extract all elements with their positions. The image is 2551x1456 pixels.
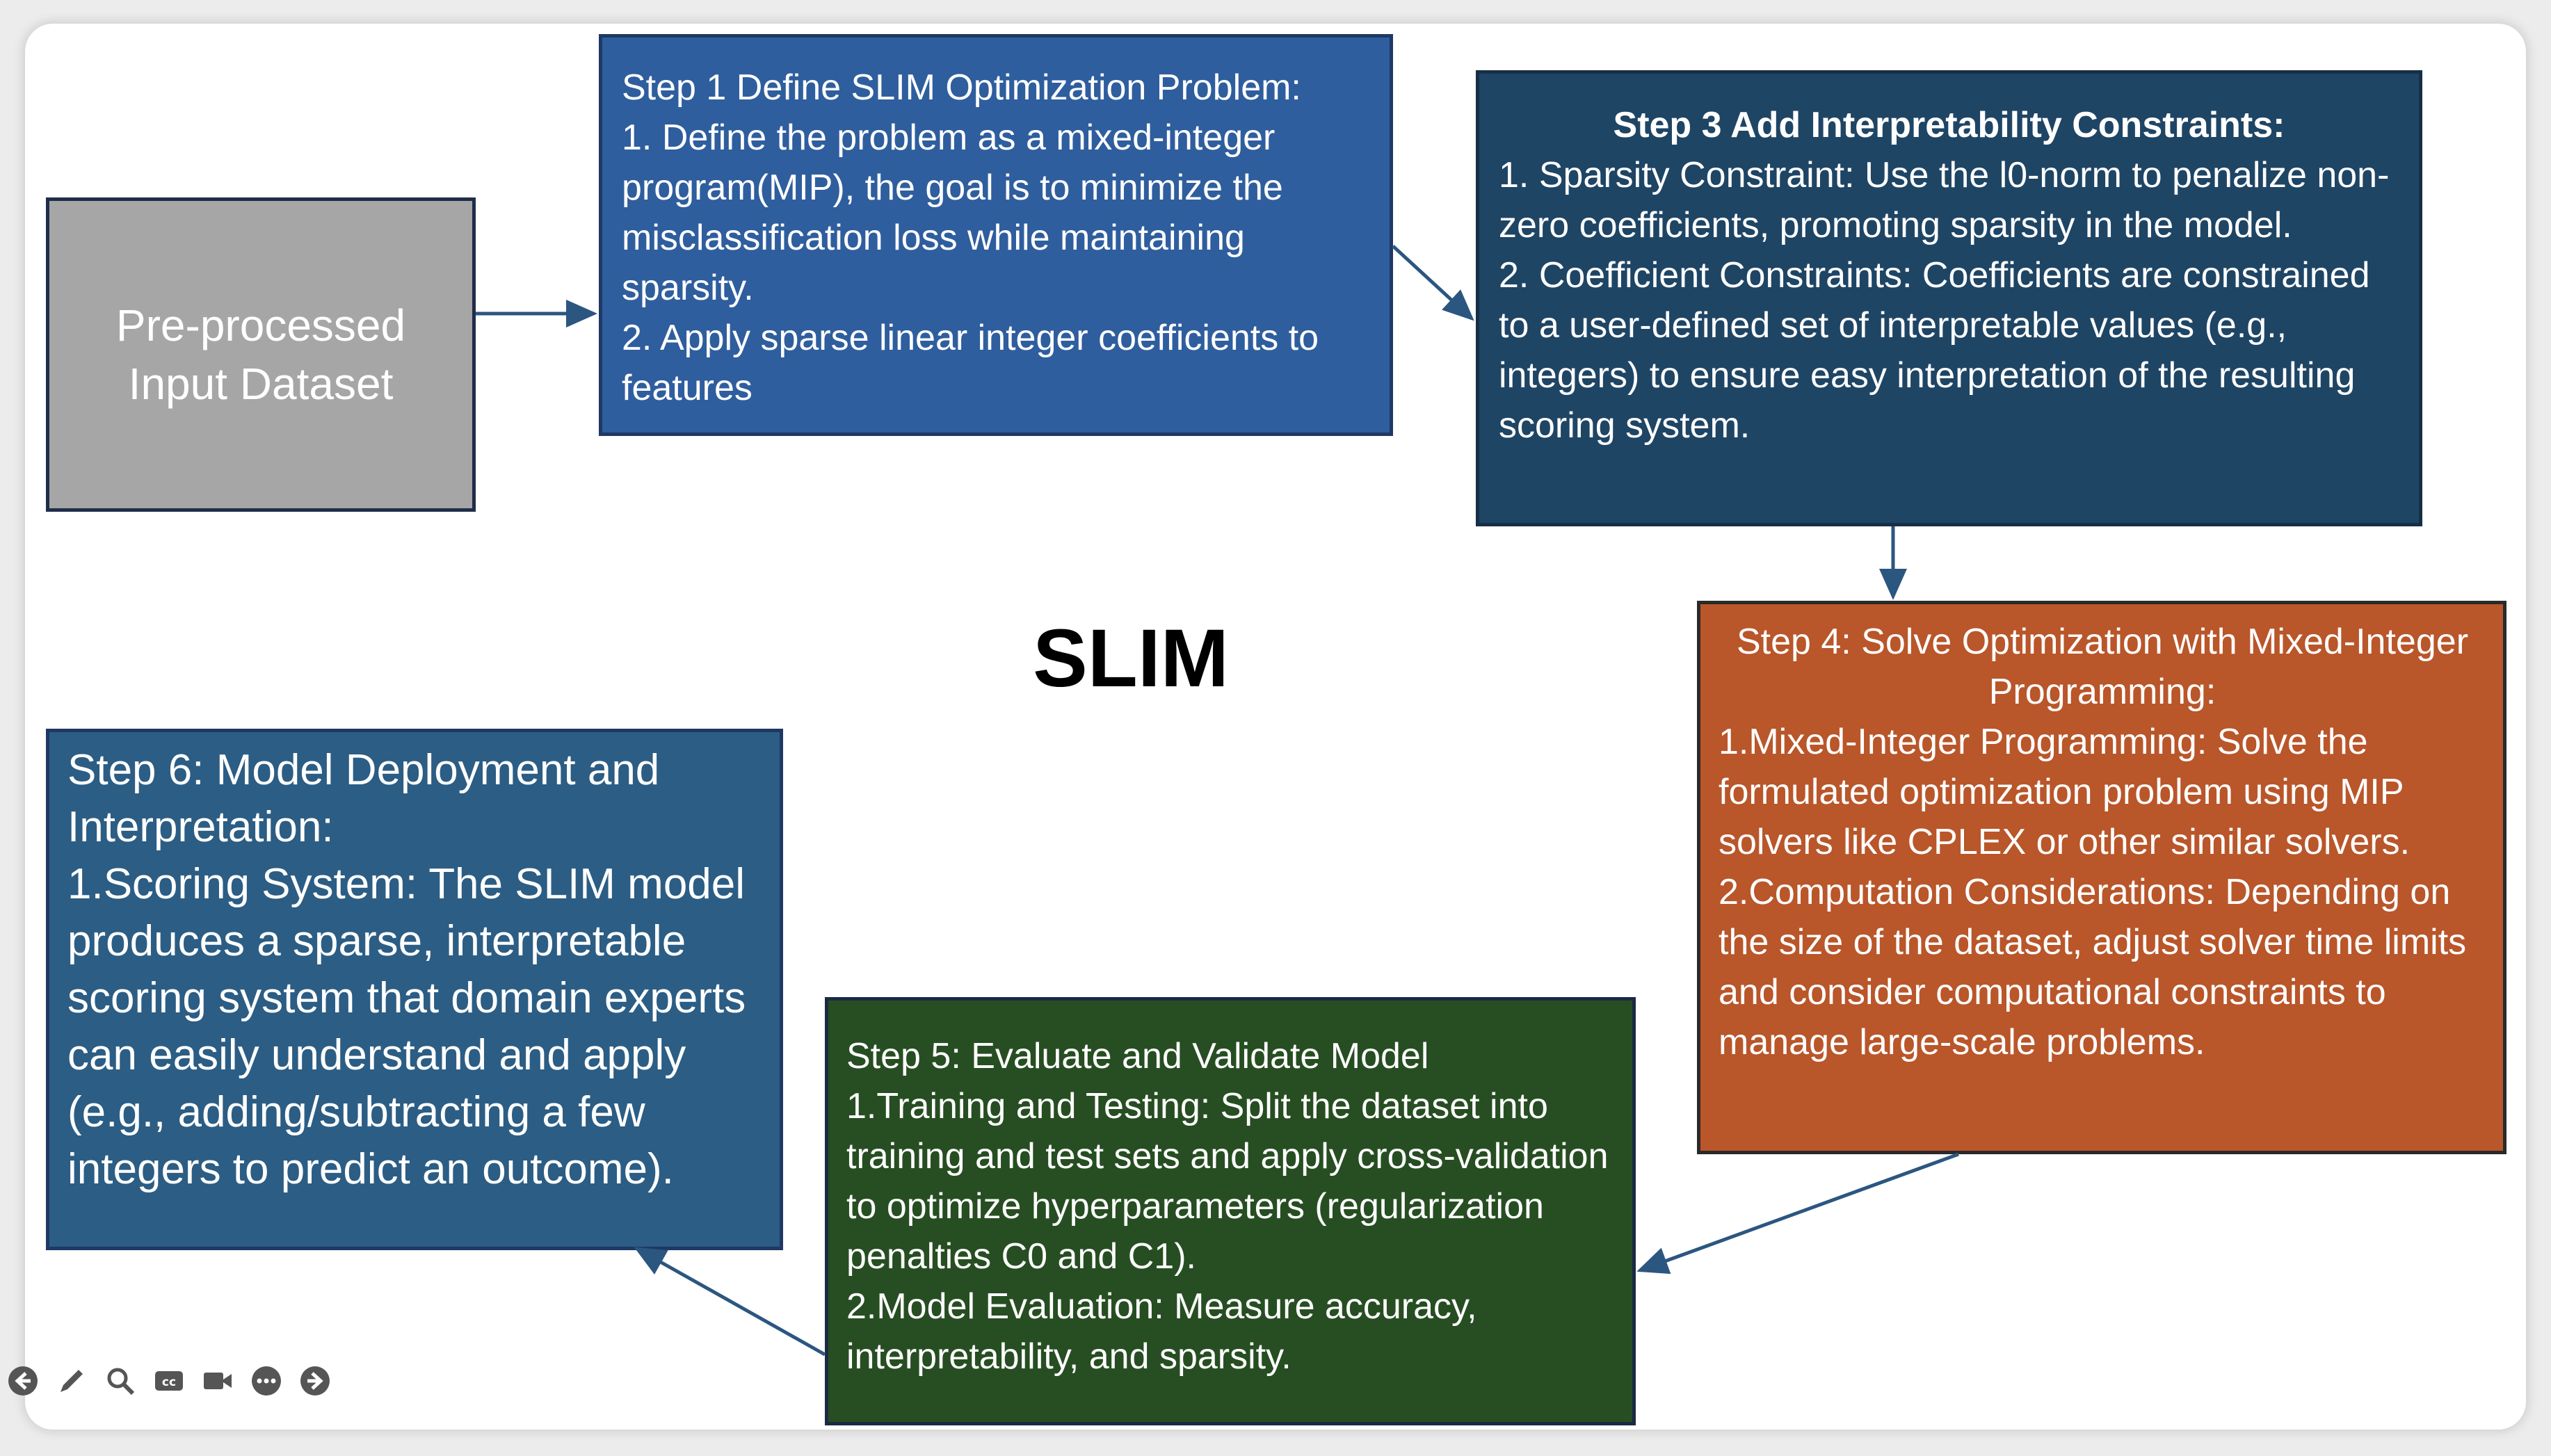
slide-canvas: SLIM Pre-processed Input Dataset Step 1 … bbox=[25, 24, 2526, 1430]
zoom-icon[interactable] bbox=[100, 1361, 140, 1401]
connector-arrows bbox=[476, 245, 1959, 1357]
step6-box: Step 6: Model Deployment and Interpretat… bbox=[46, 729, 783, 1250]
step4-item1: 1.Mixed-Integer Programming: Solve the f… bbox=[1719, 722, 2411, 862]
step3-title: Step 3 Add Interpretability Constraints: bbox=[1613, 105, 2285, 145]
step1-item1: 1. Define the problem as a mixed-integer… bbox=[622, 118, 1283, 308]
step5-title: Step 5: Evaluate and Validate Model bbox=[846, 1036, 1429, 1076]
captions-icon[interactable]: cc bbox=[149, 1361, 189, 1401]
svg-text:cc: cc bbox=[162, 1375, 176, 1389]
arrow-step4-to-step5 bbox=[1636, 1152, 1959, 1275]
step3-item2: 2. Coefficient Constraints: Coefficients… bbox=[1499, 255, 2370, 446]
step1-box: Step 1 Define SLIM Optimization Problem:… bbox=[599, 34, 1393, 436]
step5-item1: 1.Training and Testing: Split the datase… bbox=[846, 1086, 1609, 1277]
step6-title: Step 6: Model Deployment and Interpretat… bbox=[67, 746, 660, 851]
forward-arrow-icon[interactable] bbox=[295, 1361, 335, 1401]
video-icon[interactable] bbox=[198, 1361, 238, 1401]
presentation-toolbar: cc bbox=[3, 1361, 335, 1400]
arrow-step1-to-step3 bbox=[1392, 245, 1474, 321]
step1-title: Step 1 Define SLIM Optimization Problem: bbox=[622, 67, 1301, 108]
input-dataset-box: Pre-processed Input Dataset bbox=[46, 197, 476, 512]
more-icon[interactable] bbox=[246, 1361, 287, 1401]
pen-icon[interactable] bbox=[51, 1361, 92, 1401]
back-arrow-icon[interactable] bbox=[3, 1361, 43, 1401]
step1-item2: 2. Apply sparse linear integer coefficie… bbox=[622, 318, 1319, 408]
step3-box: Step 3 Add Interpretability Constraints:… bbox=[1476, 70, 2422, 526]
arrow-step5-to-step6 bbox=[634, 1247, 826, 1357]
input-dataset-line2: Input Dataset bbox=[128, 359, 394, 409]
step4-title: Step 4: Solve Optimization with Mixed-In… bbox=[1736, 622, 2469, 712]
input-dataset-line1: Pre-processed bbox=[115, 300, 406, 350]
diagram-title: SLIM bbox=[1033, 613, 1229, 704]
step4-box: Step 4: Solve Optimization with Mixed-In… bbox=[1697, 601, 2506, 1154]
step5-item2: 2.Model Evaluation: Measure accuracy, in… bbox=[846, 1286, 1477, 1377]
step3-item1: 1. Sparsity Constraint: Use the l0-norm … bbox=[1499, 155, 2390, 245]
step6-item1: 1.Scoring System: The SLIM model produce… bbox=[67, 860, 746, 1193]
step4-item2: 2.Computation Considerations: Depending … bbox=[1719, 872, 2467, 1062]
step5-box: Step 5: Evaluate and Validate Model 1.Tr… bbox=[825, 997, 1636, 1425]
